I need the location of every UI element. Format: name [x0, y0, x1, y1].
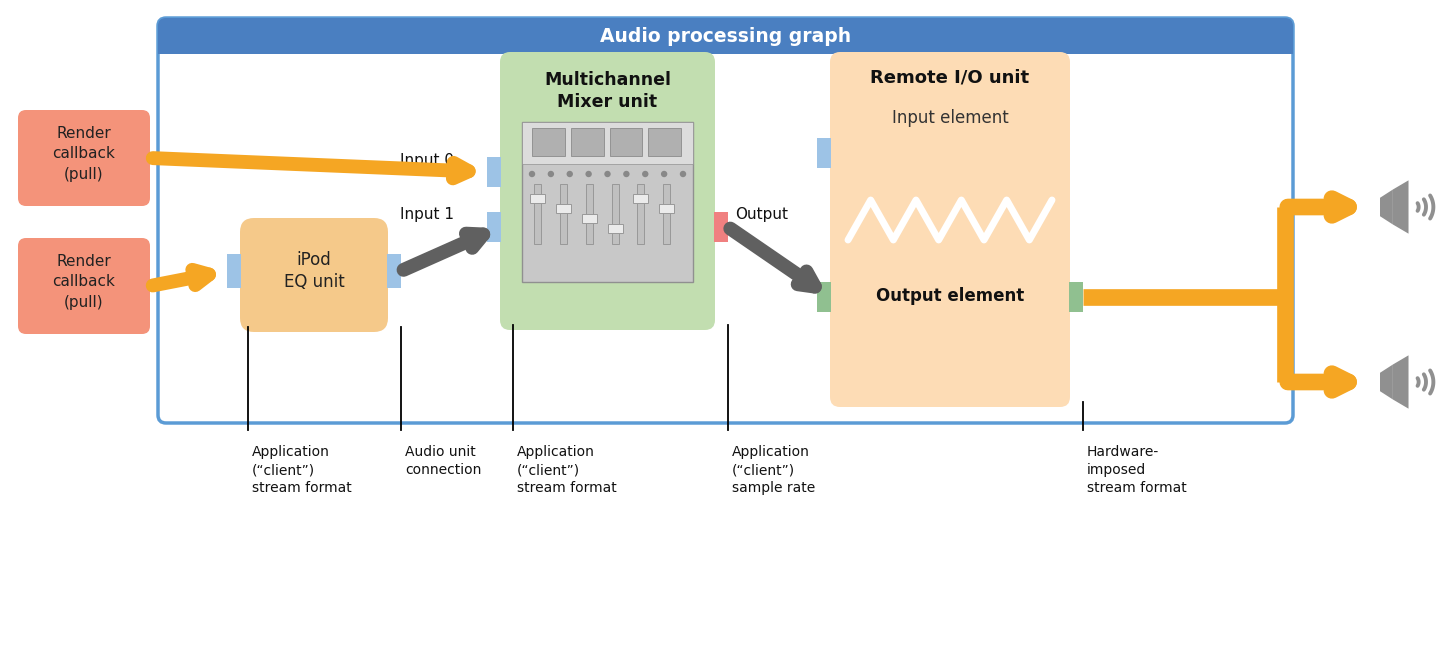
Text: Render: Render — [56, 255, 111, 269]
Text: Hardware-: Hardware- — [1086, 445, 1160, 459]
Circle shape — [586, 171, 591, 177]
FancyBboxPatch shape — [830, 52, 1071, 407]
Bar — [612, 184, 619, 244]
Text: EQ unit: EQ unit — [283, 273, 344, 291]
Circle shape — [548, 171, 554, 177]
Text: Render: Render — [56, 127, 111, 141]
Text: stream format: stream format — [1086, 481, 1187, 495]
Text: Mixer unit: Mixer unit — [557, 93, 658, 111]
Bar — [633, 194, 649, 203]
Circle shape — [623, 171, 630, 177]
Text: Application: Application — [732, 445, 810, 459]
Bar — [817, 282, 830, 312]
Bar — [522, 122, 694, 164]
Bar — [714, 212, 728, 242]
Text: Audio unit: Audio unit — [404, 445, 476, 459]
Bar — [648, 128, 681, 156]
Circle shape — [528, 171, 535, 177]
Text: (“client”): (“client”) — [252, 463, 315, 477]
Text: stream format: stream format — [517, 481, 617, 495]
FancyBboxPatch shape — [19, 110, 150, 206]
Bar — [571, 128, 603, 156]
FancyBboxPatch shape — [240, 218, 389, 332]
Text: Output element: Output element — [876, 287, 1025, 305]
Bar — [227, 254, 240, 288]
Bar — [1069, 282, 1084, 312]
Text: Input 0: Input 0 — [400, 152, 453, 168]
Bar — [555, 204, 571, 213]
Text: Application: Application — [517, 445, 594, 459]
Text: Application: Application — [252, 445, 330, 459]
Bar — [663, 184, 671, 244]
Bar — [659, 204, 673, 213]
Text: Audio processing graph: Audio processing graph — [600, 26, 850, 46]
Text: (“client”): (“client”) — [732, 463, 796, 477]
Circle shape — [604, 171, 610, 177]
Text: callback: callback — [53, 147, 115, 162]
Text: iPod: iPod — [296, 251, 331, 269]
Text: (“client”): (“client”) — [517, 463, 580, 477]
Bar — [158, 36, 1294, 54]
FancyBboxPatch shape — [19, 238, 150, 334]
Polygon shape — [1380, 364, 1393, 399]
Bar — [581, 214, 597, 223]
Polygon shape — [1393, 180, 1409, 234]
Bar — [486, 212, 501, 242]
Bar — [560, 184, 567, 244]
FancyBboxPatch shape — [158, 18, 1294, 54]
Bar — [534, 184, 541, 244]
Text: sample rate: sample rate — [732, 481, 816, 495]
Text: Output: Output — [735, 207, 789, 222]
Text: connection: connection — [404, 463, 482, 477]
Bar — [610, 128, 642, 156]
Text: callback: callback — [53, 275, 115, 290]
Bar — [607, 224, 623, 233]
Bar — [586, 184, 593, 244]
FancyBboxPatch shape — [158, 18, 1294, 423]
Bar — [522, 122, 694, 282]
FancyBboxPatch shape — [499, 52, 715, 330]
Polygon shape — [1393, 355, 1409, 409]
Text: imposed: imposed — [1086, 463, 1147, 477]
Text: Multichannel: Multichannel — [544, 71, 671, 89]
Circle shape — [642, 171, 649, 177]
Bar — [387, 254, 401, 288]
Circle shape — [567, 171, 573, 177]
Text: Input element: Input element — [892, 109, 1009, 127]
Circle shape — [679, 171, 686, 177]
Bar — [817, 138, 830, 168]
Circle shape — [661, 171, 668, 177]
Bar — [532, 128, 564, 156]
Text: Remote I/O unit: Remote I/O unit — [871, 69, 1029, 87]
Bar — [486, 157, 501, 187]
Bar — [530, 194, 545, 203]
Text: stream format: stream format — [252, 481, 351, 495]
Bar — [637, 184, 645, 244]
Polygon shape — [1380, 189, 1393, 224]
Text: (pull): (pull) — [65, 166, 104, 182]
Text: (pull): (pull) — [65, 294, 104, 310]
Text: Input 1: Input 1 — [400, 207, 453, 222]
